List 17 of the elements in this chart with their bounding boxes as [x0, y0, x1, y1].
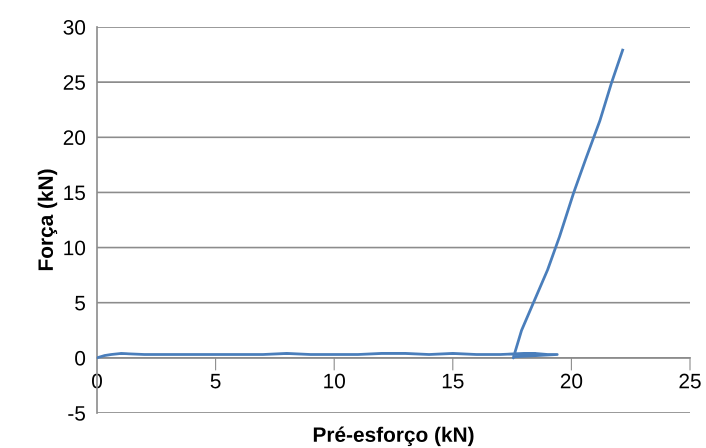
y-tick-label: 20: [64, 130, 86, 146]
y-tick-label: 10: [64, 240, 86, 256]
x-tick-label: 10: [324, 374, 345, 388]
y-tick-label: 0: [75, 350, 86, 366]
y-tick-label: 25: [64, 75, 86, 90]
x-axis-title: Pré-esforço (kN): [314, 426, 474, 446]
y-tick-label: 15: [64, 186, 86, 200]
y-axis-title: Força (kN): [38, 170, 58, 270]
y-tick-label: -5: [68, 406, 86, 421]
line-series: [97, 48, 624, 360]
x-tick-label: 20: [560, 374, 582, 388]
x-tick-label: 25: [679, 374, 701, 388]
y-tick-label: 5: [75, 296, 86, 310]
x-tick-label: 0: [92, 374, 102, 388]
x-tick-label: 15: [442, 374, 464, 388]
x-tick-label: 5: [210, 374, 221, 388]
y-tick-label: 30: [64, 20, 86, 35]
